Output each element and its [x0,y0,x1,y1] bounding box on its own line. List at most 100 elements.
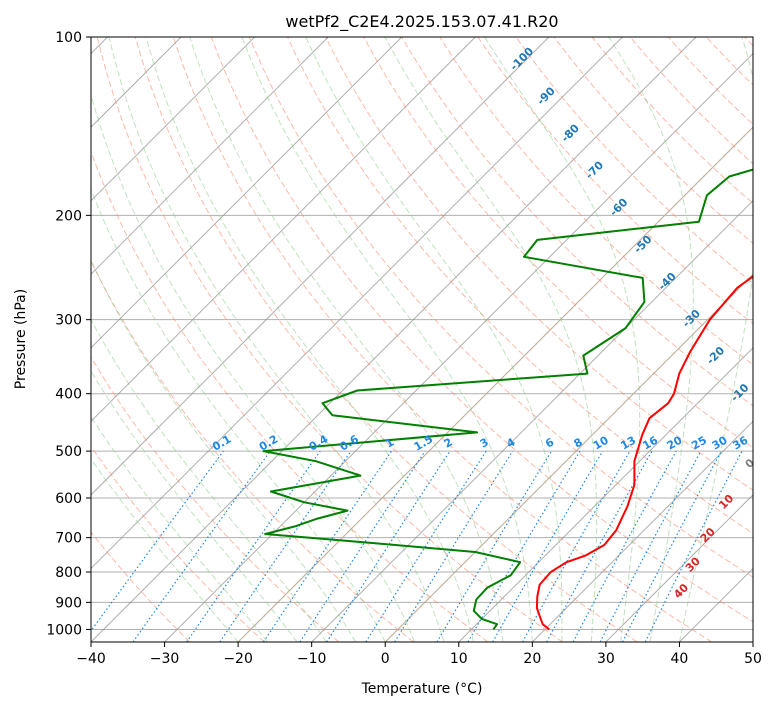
moist-adiabat [91,93,416,642]
dry-adiabat [210,37,753,623]
mixing-ratio-label: 1 [383,436,396,451]
moist-adiabat [678,37,753,642]
isotherm-line [91,37,403,349]
y-tick-label: 300 [55,313,82,329]
mixing-ratio-label: 0.4 [307,432,331,453]
isotherm-line [458,347,753,642]
moist-adiabat [145,37,474,642]
x-axis-label: Temperature (°C) [361,681,483,697]
moist-adiabat [305,37,563,642]
mixing-ratio-label: 10 [591,433,611,452]
mixing-ratio-label: 36 [730,433,750,452]
moist-adiabat [91,369,298,642]
mixing-ratio-label: 25 [689,434,709,453]
dry-adiabat [134,37,638,642]
warm-adiabat-label: 0 [743,456,758,471]
moist-adiabat-label: -10 [728,381,751,404]
mixing-ratio-label: 2 [442,436,455,451]
y-tick-label: 700 [55,531,82,547]
y-tick-label: 400 [55,387,82,403]
moist-adiabat-label: -30 [680,307,703,330]
isotherm-line [91,37,256,202]
moist-adiabat [241,37,533,642]
mixing-ratio-label: 3 [478,436,491,451]
mixing-ratio-line [546,450,653,642]
mixing-ratio-line [492,450,604,642]
x-tick-label: 40 [671,651,689,667]
dry-adiabat [172,37,713,642]
moist-adiabat [91,188,386,642]
isotherm-line [91,37,550,496]
dry-adiabat [553,37,753,244]
mixing-ratio-label: 30 [710,433,730,452]
dry-adiabat [629,37,753,165]
isotherm-line [311,199,753,642]
mixing-ratio-line [91,450,224,632]
dry-adiabat [744,37,753,47]
mixing-ratio-line [219,450,352,642]
x-tick-label: 0 [381,651,390,667]
x-tick-label: −10 [297,651,327,667]
mixing-ratio-label: 16 [640,433,660,452]
dry-adiabat [91,531,191,642]
mixing-ratio-line [132,450,271,642]
isotherm-line [91,37,329,275]
y-axis-label: Pressure (hPa) [13,289,29,389]
x-tick-label: −20 [223,651,253,667]
mixing-ratio-line [467,450,581,642]
x-tick-label: 20 [523,651,541,667]
mixing-ratio-line [521,450,631,642]
x-tick-label: 10 [450,651,468,667]
mixing-ratio-line [436,450,553,642]
isotherm-line [531,420,753,642]
y-tick-label: 900 [55,595,82,611]
dry-adiabat [248,37,753,578]
chart-title: wetPf2_C2E4.2025.153.07.41.R20 [285,12,558,32]
mixing-ratio-label: 6 [543,435,556,450]
mixing-ratio-label: 20 [665,433,685,452]
moist-adiabat [108,37,445,642]
reference-isotherm [384,273,753,642]
mixing-ratio-label: 13 [618,434,638,453]
moist-adiabat-label: -100 [508,44,537,73]
dry-adiabat [667,37,753,126]
isotherm-line [91,37,623,570]
dry-adiabat [325,37,753,491]
x-tick-label: 30 [597,651,615,667]
moist-adiabat-label: -40 [656,270,679,293]
mixing-ratio-line [572,450,677,642]
x-tick-label: −40 [76,651,106,667]
y-tick-label: 200 [55,208,82,224]
moist-adiabat [384,37,598,642]
moist-adiabat-label: -70 [583,158,606,181]
moist-adiabat-label: -90 [534,84,557,107]
y-tick-label: 600 [55,491,82,507]
temperature-profile [535,275,753,631]
y-tick-label: 100 [55,30,82,46]
moist-adiabat [608,37,694,642]
moist-adiabat-label: -20 [704,344,727,367]
y-tick-label: 800 [55,565,82,581]
mixing-ratio-line [394,450,514,642]
dry-adiabat [287,37,753,534]
moist-adiabat-label: -80 [559,121,582,144]
mixing-ratio-line [326,450,451,642]
x-tick-label: −30 [150,651,180,667]
y-tick-label: 500 [55,444,82,460]
plot-frame [90,36,754,643]
isotherm-line [679,567,753,642]
moist-adiabat [91,415,268,642]
moist-adiabat [484,37,641,642]
moist-adiabat [91,259,357,642]
dry-adiabat [91,356,340,642]
mixing-ratio-line [644,450,743,642]
isotherm-line [605,494,753,642]
mixing-ratio-line [365,450,487,642]
dry-adiabat [591,37,753,204]
mixing-ratio-label: 0.1 [210,433,233,454]
dry-adiabat [91,259,414,642]
dry-adiabat [439,37,753,366]
dry-adiabat [705,37,753,86]
dry-adiabat [96,37,563,642]
